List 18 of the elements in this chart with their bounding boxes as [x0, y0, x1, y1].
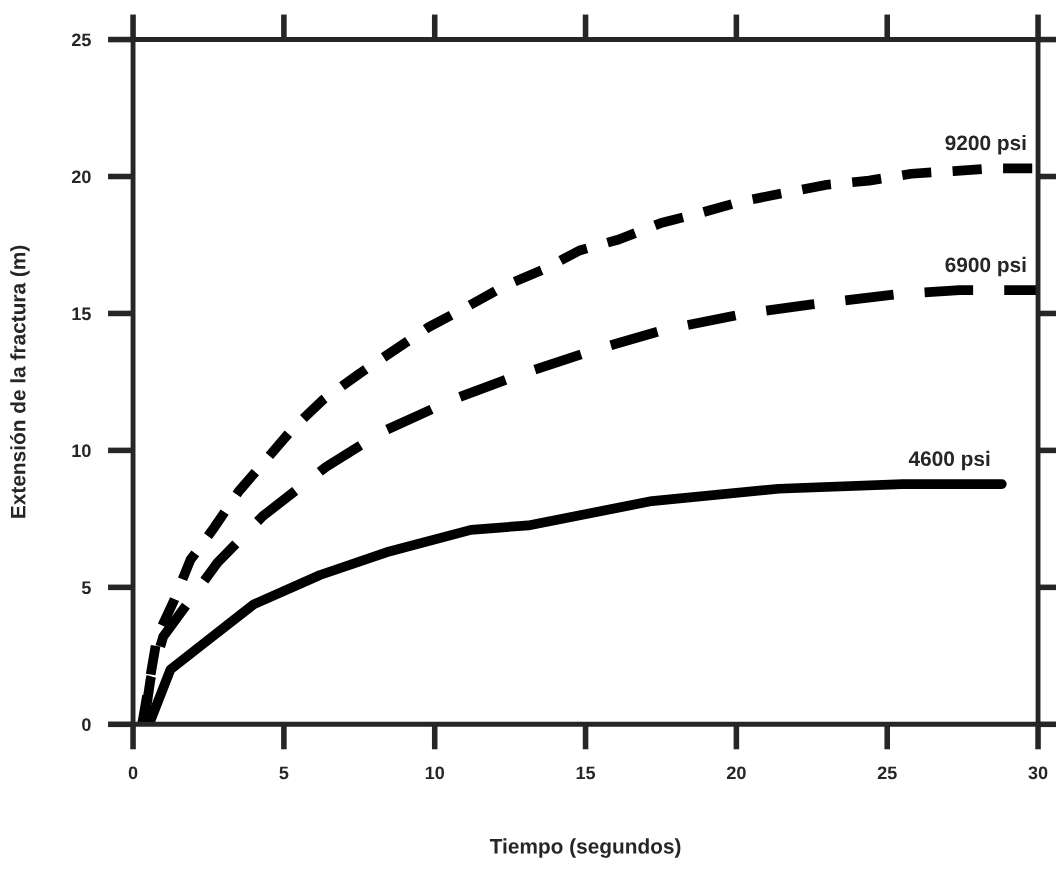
y-tick-label: 0 [82, 718, 91, 732]
x-tick-label: 10 [425, 766, 445, 780]
y-tick-label: 25 [71, 33, 91, 47]
y-axis-title: Extensión de la fractura (m) [10, 245, 30, 518]
x-tick-label: 25 [877, 766, 897, 780]
y-tick-label: 5 [81, 581, 91, 595]
series-label: 9200 psi [945, 134, 1026, 155]
x-tick-label: 0 [128, 766, 138, 780]
x-tick-label: 20 [726, 766, 746, 780]
series-label: 6900 psi [945, 256, 1026, 277]
x-axis-title: Tiempo (segundos) [489, 838, 681, 858]
y-tick-label: 20 [71, 170, 91, 184]
x-tick-label: 15 [576, 766, 596, 780]
series-label: 4600 psi [908, 450, 990, 471]
y-tick-label: 10 [72, 444, 91, 458]
y-tick-label: 15 [72, 307, 91, 321]
x-tick-label: 30 [1028, 766, 1048, 780]
x-tick-label: 5 [279, 766, 289, 780]
